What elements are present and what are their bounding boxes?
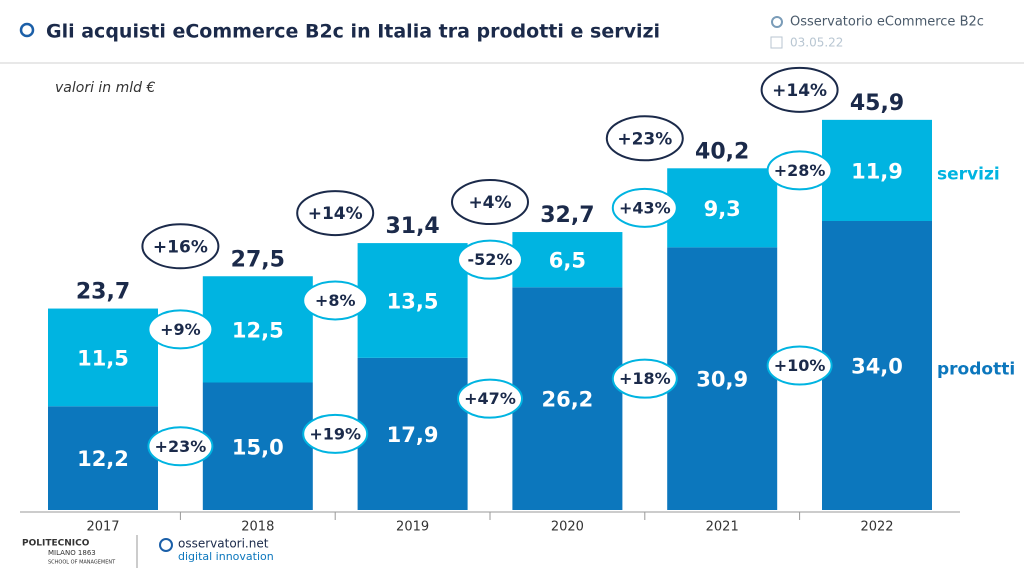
growth-badge <box>611 187 678 228</box>
value-label: 11,5 <box>77 346 129 370</box>
logo-left: MILANO 1863 <box>48 549 96 557</box>
total-growth-label: +14% <box>308 204 363 224</box>
value-label: 30,9 <box>696 368 748 392</box>
logo-right: digital innovation <box>178 550 274 563</box>
x-tick-label: 2018 <box>241 520 274 535</box>
growth-badge <box>302 280 369 321</box>
total-growth-label: +4% <box>468 193 511 213</box>
date-icon <box>770 36 783 49</box>
value-label: 11,9 <box>851 159 903 183</box>
logo-icon <box>159 538 173 552</box>
x-tick-label: 2019 <box>396 520 429 535</box>
growth-badge <box>766 345 833 386</box>
logo-left: SCHOOL OF MANAGEMENT <box>48 560 116 566</box>
bar-segment <box>667 247 778 510</box>
value-label: 34,0 <box>851 355 903 379</box>
growth-badge <box>141 223 220 270</box>
series-growth-label: +19% <box>309 424 361 443</box>
total-label: 23,7 <box>76 280 130 305</box>
series-growth-label: +28% <box>774 161 826 180</box>
series-growth-label: +10% <box>774 356 826 375</box>
x-tick-label: 2020 <box>551 520 584 535</box>
bar-segment <box>357 243 468 358</box>
total-growth-label: +23% <box>617 129 672 149</box>
series-growth-label: +47% <box>464 389 516 408</box>
total-growth-label: +16% <box>153 237 208 257</box>
total-label: 40,2 <box>695 139 749 164</box>
growth-badge <box>296 190 375 237</box>
bar-segment <box>48 308 158 407</box>
growth-badge <box>457 378 523 419</box>
title-icon <box>19 22 35 38</box>
logo-right: osservatori.net <box>178 537 269 551</box>
bar-segment <box>202 276 313 383</box>
logo-left: POLITECNICO <box>22 539 90 549</box>
series-growth-label: +18% <box>619 369 671 388</box>
x-tick-label: 2022 <box>860 520 893 535</box>
legend-label: prodotti <box>937 360 1015 380</box>
growth-badge <box>147 309 214 350</box>
subtitle: valori in mld € <box>55 80 155 96</box>
bar-segment <box>822 221 932 510</box>
value-label: 17,9 <box>387 423 439 447</box>
total-label: 32,7 <box>540 203 594 228</box>
growth-badge <box>760 66 839 113</box>
series-growth-label: +23% <box>155 437 207 456</box>
bar-segment <box>202 382 313 510</box>
x-tick-label: 2021 <box>706 520 739 535</box>
value-label: 6,5 <box>549 249 586 273</box>
value-label: 12,2 <box>77 447 129 471</box>
series-growth-label: +9% <box>160 320 201 339</box>
source: Osservatorio eCommerce B2c <box>790 15 984 30</box>
x-tick-label: 2017 <box>86 520 119 535</box>
growth-badge <box>605 115 684 162</box>
total-growth-label: +14% <box>772 81 827 101</box>
series-growth-label: +8% <box>315 291 356 310</box>
growth-badge <box>302 413 369 454</box>
source-icon <box>771 16 783 28</box>
legend-label: servizi <box>937 164 1000 184</box>
bar-segment <box>357 357 468 510</box>
series-growth-label: +43% <box>619 198 671 217</box>
total-label: 31,4 <box>385 214 439 239</box>
value-label: 26,2 <box>541 388 593 412</box>
value-label: 9,3 <box>704 197 741 221</box>
bar-segment <box>48 406 158 510</box>
bar-segment <box>512 232 623 288</box>
bar-segment <box>512 287 623 510</box>
chart-title: Gli acquisti eCommerce B2c in Italia tra… <box>46 21 660 43</box>
total-label: 45,9 <box>850 91 904 116</box>
total-label: 27,5 <box>231 247 285 272</box>
date: 03.05.22 <box>790 36 843 50</box>
growth-badge <box>766 150 833 191</box>
value-label: 12,5 <box>232 318 284 342</box>
growth-badge <box>147 426 214 467</box>
growth-badge <box>457 239 523 280</box>
bar-segment <box>667 168 778 248</box>
value-label: 13,5 <box>387 289 439 313</box>
value-label: 15,0 <box>232 435 284 459</box>
bar-segment <box>822 119 932 221</box>
growth-badge <box>611 358 678 399</box>
growth-badge <box>451 179 529 226</box>
series-growth-label: -52% <box>468 250 513 269</box>
